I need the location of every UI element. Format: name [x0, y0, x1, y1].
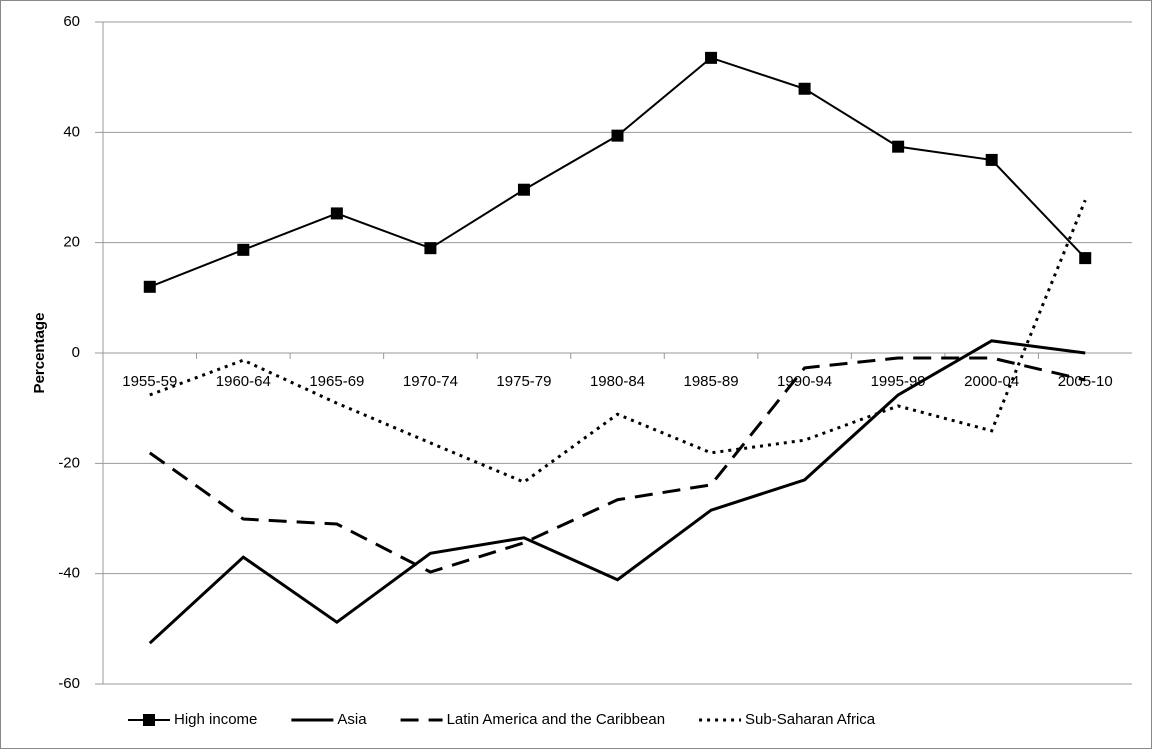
point-marker — [143, 280, 156, 293]
point-marker — [985, 153, 998, 166]
point-marker — [424, 242, 437, 255]
point-marker — [892, 140, 905, 153]
point-marker — [798, 82, 811, 95]
series-line — [148, 356, 1086, 574]
point-marker — [237, 243, 250, 256]
legend-label: High income — [174, 711, 257, 728]
x-tick-label: 1990-94 — [777, 373, 832, 390]
x-tick-label: 2000-04 — [964, 373, 1019, 390]
series-line — [149, 199, 1087, 484]
y-tick-label: 60 — [63, 13, 80, 30]
point-marker — [611, 129, 624, 142]
y-tick-label: 0 — [72, 344, 80, 361]
x-tick-label: 1975-79 — [496, 373, 551, 390]
point-marker — [330, 207, 343, 220]
y-tick-label: 20 — [63, 234, 80, 251]
y-tick-label: -40 — [58, 565, 80, 582]
y-axis-label: Percentage — [31, 313, 48, 394]
x-tick-label: 1995-99 — [871, 373, 926, 390]
y-tick-label: -20 — [58, 454, 80, 471]
point-marker — [1079, 252, 1092, 265]
legend-label: Asia — [337, 711, 367, 728]
x-tick-label: 1955-59 — [122, 373, 177, 390]
x-tick-label: 1960-64 — [216, 373, 271, 390]
x-tick-label: 1980-84 — [590, 373, 645, 390]
legend-label: Sub-Saharan Africa — [745, 711, 876, 728]
x-tick-label: 1965-69 — [309, 373, 364, 390]
y-tick-label: 40 — [63, 123, 80, 140]
legend-marker — [143, 714, 155, 726]
x-tick-label: 1985-89 — [684, 373, 739, 390]
x-tick-label: 2005-10 — [1058, 373, 1113, 390]
series-line — [148, 339, 1086, 645]
legend-label: Latin America and the Caribbean — [447, 711, 665, 728]
point-marker — [705, 51, 718, 64]
point-marker — [517, 183, 530, 196]
y-tick-label: -60 — [58, 675, 80, 692]
x-tick-label: 1970-74 — [403, 373, 458, 390]
